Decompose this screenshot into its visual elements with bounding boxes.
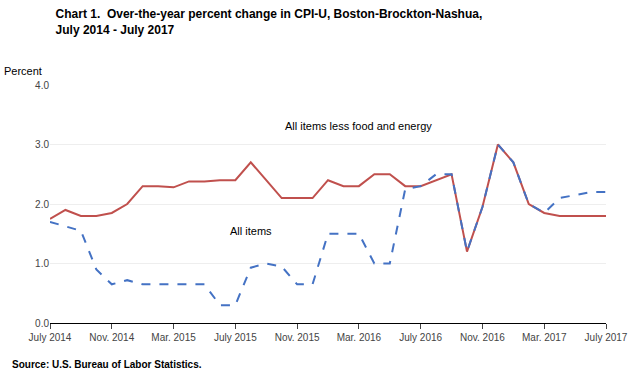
svg-text:Mar. 2016: Mar. 2016	[337, 332, 382, 343]
svg-text:Nov. 2014: Nov. 2014	[89, 332, 134, 343]
svg-text:1.0: 1.0	[35, 258, 49, 269]
svg-text:July 2015: July 2015	[214, 332, 257, 343]
svg-text:4.0: 4.0	[35, 80, 49, 91]
svg-text:Nov. 2015: Nov. 2015	[275, 332, 320, 343]
svg-text:Mar. 2015: Mar. 2015	[151, 332, 196, 343]
svg-text:All items less food and energy: All items less food and energy	[285, 120, 432, 132]
svg-text:July 2016: July 2016	[399, 332, 442, 343]
svg-text:July 2014: July 2014	[29, 332, 72, 343]
svg-text:3.0: 3.0	[35, 139, 49, 150]
svg-text:Nov. 2016: Nov. 2016	[460, 332, 505, 343]
svg-text:0.0: 0.0	[35, 318, 49, 329]
svg-text:2.0: 2.0	[35, 199, 49, 210]
svg-text:July 2017: July 2017	[585, 332, 628, 343]
svg-text:Percent: Percent	[4, 65, 42, 77]
svg-text:Mar. 2017: Mar. 2017	[522, 332, 567, 343]
svg-text:Chart 1. Over-the-year percen: Chart 1. Over-the-year percent change in…	[56, 7, 483, 37]
svg-text:All items: All items	[230, 225, 272, 237]
svg-text:Source: U.S. Bureau of Labor S: Source: U.S. Bureau of Labor Statistics.	[12, 359, 202, 370]
